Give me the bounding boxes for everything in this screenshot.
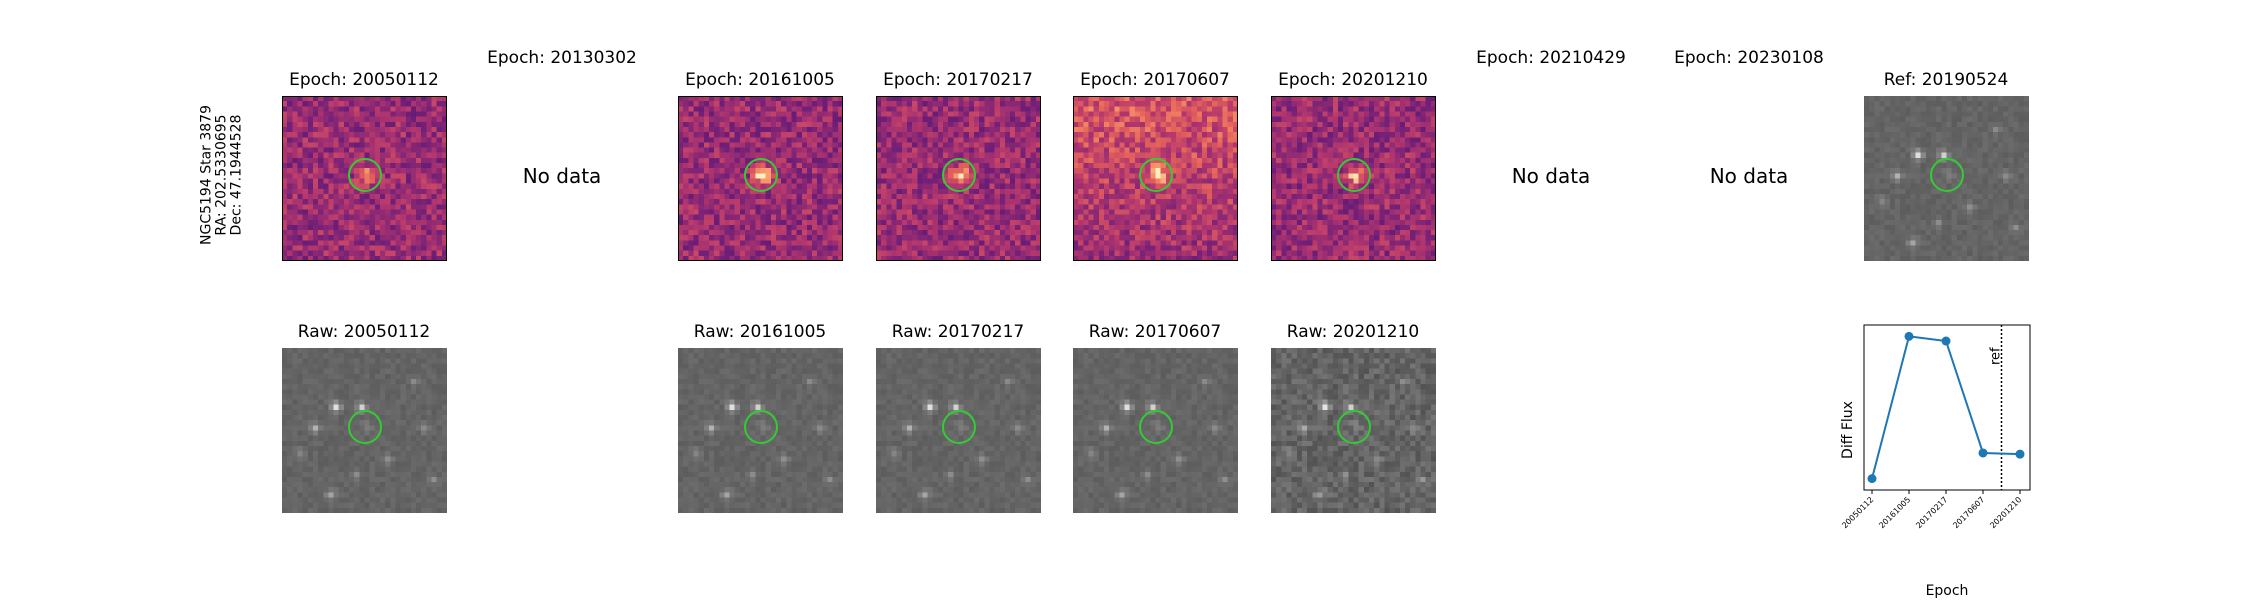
x-tick-label-20201210: 20201210 <box>1988 495 2023 530</box>
ref-marker-label: ref <box>1989 347 2004 365</box>
x-tick-label-20170607: 20170607 <box>1951 495 1986 530</box>
no-data-7: No data <box>1511 164 1591 188</box>
diff-image-5[interactable] <box>1073 96 1238 261</box>
target-circle-icon <box>348 410 382 444</box>
target-label: NGC5194 Star 3879 RA: 202.5330695 Dec: 4… <box>198 105 245 245</box>
target-circle-icon <box>1930 158 1964 192</box>
raw-image-3[interactable] <box>678 348 843 513</box>
target-circle-icon <box>744 410 778 444</box>
target-ra: RA: 202.5330695 <box>213 114 230 236</box>
target-circle-icon <box>348 158 382 192</box>
data-point-20170607 <box>1978 448 1988 458</box>
target-circle-icon <box>942 410 976 444</box>
diff-title-7: Epoch: 20210429 <box>1476 48 1626 68</box>
diff-title-5: Epoch: 20170607 <box>1080 70 1230 90</box>
data-point-20170217 <box>1941 336 1951 346</box>
diff-title-1: Epoch: 20050112 <box>289 70 439 90</box>
target-circle-icon <box>1337 410 1371 444</box>
target-circle-icon <box>1337 158 1371 192</box>
diff-image-3[interactable] <box>678 96 843 261</box>
ref-title: Ref: 20190524 <box>1883 70 2009 90</box>
diff-image-6[interactable] <box>1271 96 1436 261</box>
raw-title-5: Raw: 20170607 <box>1088 322 1222 342</box>
target-circle-icon <box>942 158 976 192</box>
x-tick-label-20161005: 20161005 <box>1877 495 1912 530</box>
ref-image[interactable] <box>1864 96 2029 261</box>
raw-title-6: Raw: 20201210 <box>1286 322 1420 342</box>
data-point-20201210 <box>2015 449 2025 459</box>
raw-image-6[interactable] <box>1271 348 1436 513</box>
no-data-8: No data <box>1709 164 1789 188</box>
data-point-20161005 <box>1904 331 1914 341</box>
x-tick-label-20050112: 20050112 <box>1840 495 1875 530</box>
diff-title-4: Epoch: 20170217 <box>883 70 1033 90</box>
y-axis-label: Diff Flux <box>1840 401 1856 459</box>
target-circle-icon <box>1139 410 1173 444</box>
no-data-2: No data <box>522 164 602 188</box>
raw-title-3: Raw: 20161005 <box>693 322 827 342</box>
diff-title-6: Epoch: 20201210 <box>1278 70 1428 90</box>
diff-image-4[interactable] <box>876 96 1041 261</box>
target-circle-icon <box>1139 158 1173 192</box>
raw-image-1[interactable] <box>282 348 447 513</box>
raw-image-4[interactable] <box>876 348 1041 513</box>
x-axis-label: Epoch <box>1926 583 1969 599</box>
light-curve-chart: ref 20050112 20161005 20170217 20170607 2020… <box>1840 324 2031 599</box>
diff-title-2: Epoch: 20130302 <box>487 48 637 68</box>
target-dec: Dec: 47.1944528 <box>228 114 245 236</box>
raw-image-5[interactable] <box>1073 348 1238 513</box>
diff-title-8: Epoch: 20230108 <box>1674 48 1824 68</box>
raw-title-4: Raw: 20170217 <box>891 322 1025 342</box>
diff-image-1[interactable] <box>282 96 447 261</box>
plot-frame <box>1863 324 2031 491</box>
raw-title-1: Raw: 20050112 <box>297 322 431 342</box>
target-circle-icon <box>744 158 778 192</box>
target-name: NGC5194 Star 3879 <box>198 105 215 245</box>
diff-title-3: Epoch: 20161005 <box>685 70 835 90</box>
data-point-20050112 <box>1867 474 1877 484</box>
x-tick-label-20170217: 20170217 <box>1914 495 1949 530</box>
